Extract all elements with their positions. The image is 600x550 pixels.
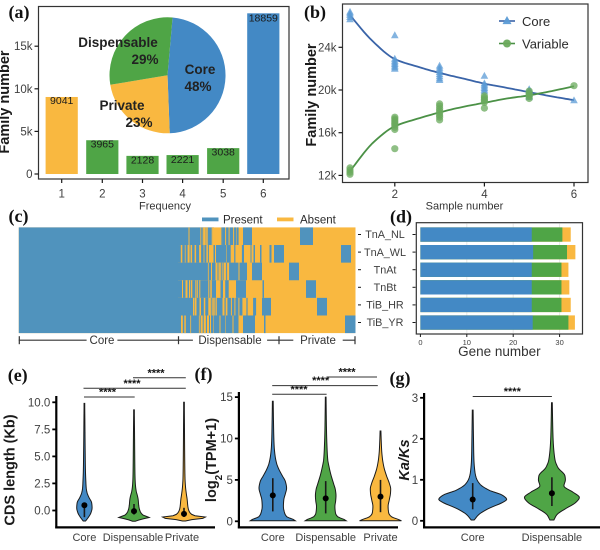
svg-text:(c): (c) (9, 206, 29, 227)
svg-text:TnBt: TnBt (374, 282, 397, 294)
svg-text:1: 1 (58, 188, 64, 200)
svg-text:0: 0 (412, 516, 418, 528)
svg-text:2.5: 2.5 (34, 478, 50, 490)
svg-text:(e): (e) (8, 365, 28, 386)
svg-text:18859: 18859 (249, 13, 278, 25)
svg-text:24k: 24k (318, 42, 337, 54)
svg-text:****: **** (290, 384, 308, 396)
svg-text:Private: Private (300, 335, 336, 347)
svg-text:Gene number: Gene number (458, 344, 541, 359)
svg-text:TnAt: TnAt (374, 264, 397, 276)
svg-text:15: 15 (220, 392, 233, 404)
svg-text:2128: 2128 (131, 155, 155, 167)
svg-text:5: 5 (220, 188, 226, 200)
svg-text:9041: 9041 (50, 95, 74, 107)
svg-text:Core: Core (90, 335, 115, 347)
svg-text:2: 2 (392, 189, 398, 201)
svg-text:12k: 12k (318, 170, 337, 182)
svg-text:Sample number: Sample number (426, 201, 504, 213)
svg-text:Ka/Ks: Ka/Ks (397, 439, 413, 480)
svg-text:23%: 23% (125, 115, 152, 130)
svg-text:log2(TPM+1): log2(TPM+1) (204, 418, 225, 502)
svg-text:Dispensable: Dispensable (295, 532, 356, 544)
svg-text:Core: Core (522, 14, 550, 29)
svg-text:Dispensable: Dispensable (103, 532, 164, 544)
svg-text:48%: 48% (184, 79, 211, 94)
svg-text:TnA_NL: TnA_NL (365, 229, 405, 241)
svg-text:3038: 3038 (212, 147, 236, 159)
svg-text:3: 3 (139, 188, 145, 200)
svg-text:Dispensable: Dispensable (522, 532, 583, 544)
svg-text:(d): (d) (390, 207, 412, 228)
svg-text:1: 1 (412, 475, 418, 487)
svg-text:5.0: 5.0 (34, 451, 50, 463)
svg-text:Family number: Family number (0, 50, 13, 153)
svg-text:0: 0 (418, 338, 422, 347)
svg-text:(a): (a) (9, 2, 30, 23)
svg-text:(b): (b) (304, 2, 326, 23)
svg-text:Core: Core (261, 532, 285, 544)
svg-text:Dispensable: Dispensable (198, 335, 261, 347)
svg-text:Private: Private (363, 532, 397, 544)
svg-text:29%: 29% (131, 52, 158, 67)
svg-text:10: 10 (220, 434, 233, 446)
svg-text:3: 3 (412, 393, 418, 405)
svg-text:6: 6 (260, 188, 266, 200)
svg-text:Private: Private (99, 98, 145, 113)
svg-text:TnA_WL: TnA_WL (364, 247, 406, 259)
svg-text:TiB_YR: TiB_YR (367, 317, 404, 329)
svg-text:(g): (g) (390, 368, 411, 389)
svg-text:30: 30 (555, 338, 563, 347)
svg-text:Family number: Family number (304, 43, 320, 146)
svg-text:TiB_HR: TiB_HR (366, 300, 404, 312)
svg-text:Frequency: Frequency (139, 201, 191, 213)
svg-text:(f): (f) (195, 364, 213, 385)
svg-text:10k: 10k (14, 84, 33, 96)
svg-text:2: 2 (99, 188, 105, 200)
svg-text:4: 4 (481, 189, 488, 201)
svg-text:Private: Private (165, 532, 199, 544)
svg-text:****: **** (312, 375, 330, 387)
svg-text:15k: 15k (14, 41, 33, 53)
svg-text:CDS length (Kb): CDS length (Kb) (3, 414, 19, 525)
svg-text:Core: Core (461, 532, 485, 544)
svg-text:****: **** (338, 367, 356, 379)
svg-text:6: 6 (571, 189, 577, 201)
svg-text:0: 0 (26, 169, 32, 181)
svg-text:0: 0 (226, 516, 232, 528)
svg-text:Core: Core (185, 62, 216, 77)
svg-text:Dispensable: Dispensable (78, 35, 158, 50)
svg-text:5k: 5k (20, 126, 32, 138)
svg-text:3965: 3965 (91, 139, 115, 151)
svg-text:7.5: 7.5 (34, 424, 50, 436)
svg-text:20: 20 (509, 338, 517, 347)
svg-text:2: 2 (412, 434, 418, 446)
svg-text:4: 4 (179, 188, 186, 200)
svg-text:****: **** (123, 378, 141, 390)
svg-text:Variable: Variable (522, 37, 569, 52)
svg-text:16k: 16k (318, 128, 337, 140)
svg-text:0.0: 0.0 (34, 506, 50, 518)
svg-text:Present: Present (223, 215, 263, 227)
svg-text:2221: 2221 (171, 154, 195, 166)
svg-text:5: 5 (226, 475, 232, 487)
svg-text:****: **** (504, 386, 522, 398)
svg-text:Core: Core (72, 532, 96, 544)
svg-text:Absent: Absent (300, 215, 337, 227)
svg-text:10.0: 10.0 (28, 397, 50, 409)
svg-text:20k: 20k (318, 85, 337, 97)
svg-text:****: **** (147, 367, 165, 379)
svg-text:****: **** (99, 387, 117, 399)
svg-text:10: 10 (463, 338, 471, 347)
